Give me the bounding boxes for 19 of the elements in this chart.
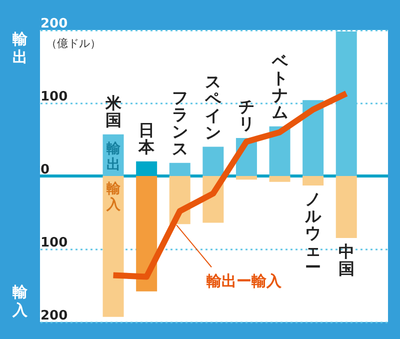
x-tick-label: チリ: [238, 97, 254, 134]
text: 輸出: [12, 30, 28, 66]
x-tick-label: 日本: [138, 120, 156, 156]
y-tick-label: 200: [40, 308, 68, 324]
x-tick-label: スペイン: [204, 72, 222, 142]
y-tick-label: 0: [40, 162, 50, 178]
x-tick-label: ノルウェー: [304, 189, 322, 276]
y-tick-label: 100: [40, 90, 68, 104]
x-tick-label: ベトナム: [270, 51, 289, 122]
x-tick-label: 中国: [338, 242, 354, 278]
y-tick-label: 100: [40, 236, 68, 250]
x-tick-label: フランス: [172, 88, 188, 158]
annotation: （億ドル）: [46, 37, 101, 50]
x-tick-label: 米国: [104, 93, 122, 130]
text: 輸出ー輸入: [206, 272, 283, 290]
series-label: 輸入: [105, 181, 122, 213]
text: 輸入: [12, 283, 28, 319]
series-label: 輸出: [105, 141, 122, 173]
y-tick-label: 200: [40, 16, 68, 32]
